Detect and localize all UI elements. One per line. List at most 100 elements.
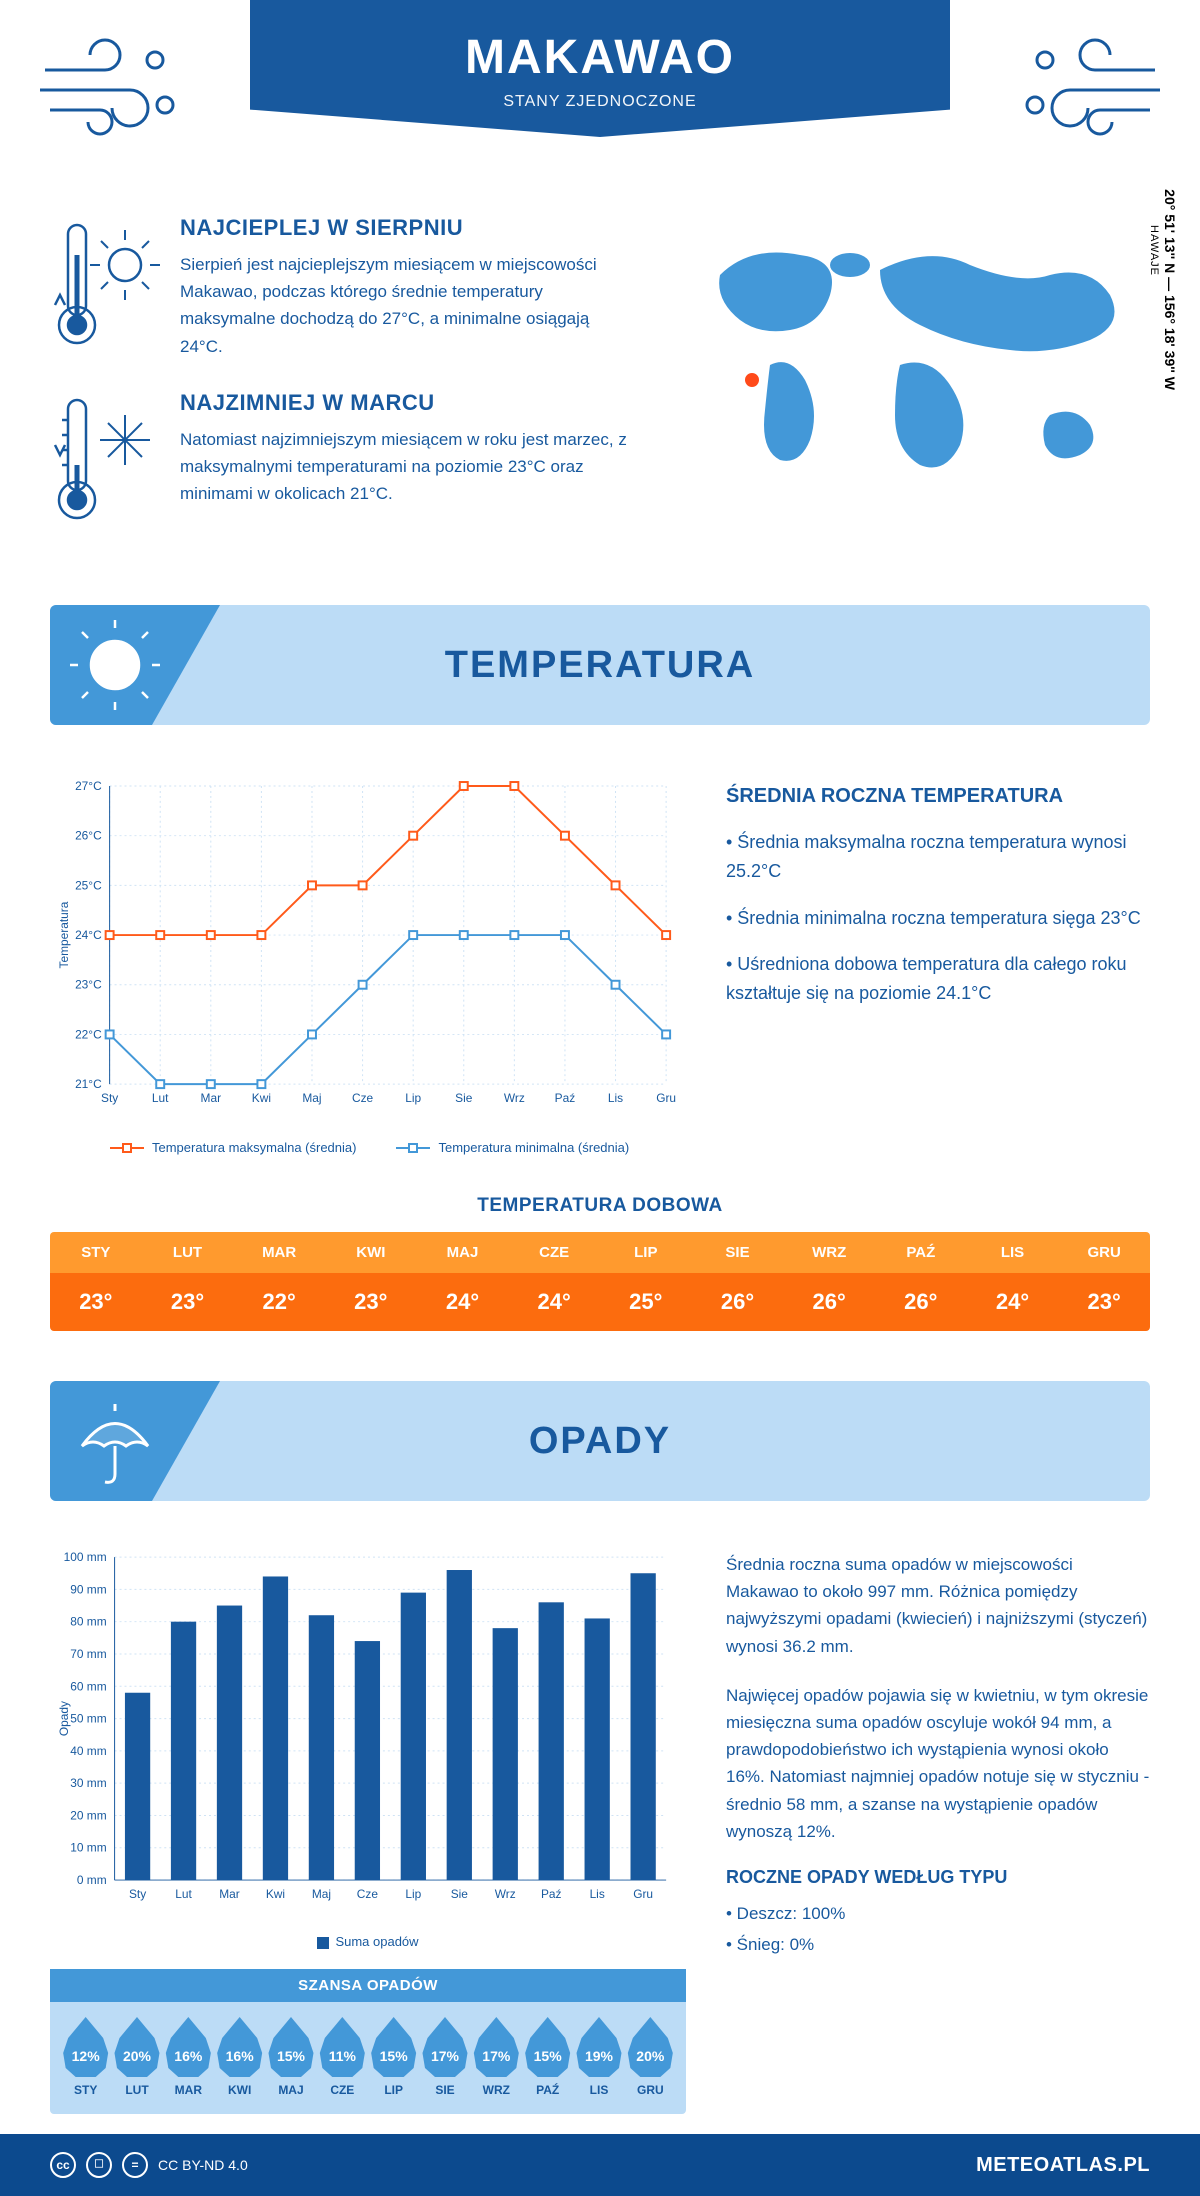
infographic-page: MAKAWAO STANY ZJEDNOCZONE xyxy=(0,0,1200,2196)
site-name: METEOATLAS.PL xyxy=(976,2154,1150,2177)
svg-text:60 mm: 60 mm xyxy=(70,1679,106,1693)
header: MAKAWAO STANY ZJEDNOCZONE xyxy=(0,0,1200,205)
daily-temp-value: 23° xyxy=(50,1273,142,1331)
svg-text:Sie: Sie xyxy=(455,1091,473,1105)
location-marker xyxy=(743,371,761,389)
daily-temp-value: 23° xyxy=(142,1273,234,1331)
svg-text:24°C: 24°C xyxy=(75,928,102,942)
hottest-text: Sierpień jest najcieplejszym miesiącem w… xyxy=(180,251,630,360)
svg-text:Sty: Sty xyxy=(129,1887,146,1901)
daily-month-header: LIP xyxy=(600,1232,692,1273)
location-subtitle: STANY ZJEDNOCZONE xyxy=(270,93,930,111)
precip-text-2: Najwięcej opadów pojawia się w kwietniu,… xyxy=(726,1682,1150,1845)
svg-text:Gru: Gru xyxy=(633,1887,653,1901)
temperature-section-header: TEMPERATURA xyxy=(50,605,1150,725)
daily-temp-value: 22° xyxy=(233,1273,325,1331)
precip-chance-panel: SZANSA OPADÓW 12%STY20%LUT16%MAR16%KWI15… xyxy=(50,1969,686,2114)
umbrella-icon xyxy=(70,1396,160,1491)
summary-bullet: • Średnia maksymalna roczna temperatura … xyxy=(726,828,1150,886)
chance-cell: 12%STY xyxy=(60,2017,111,2097)
svg-text:Cze: Cze xyxy=(352,1091,374,1105)
svg-text:50 mm: 50 mm xyxy=(70,1712,106,1726)
chance-cell: 20%GRU xyxy=(625,2017,676,2097)
wind-icon xyxy=(35,30,185,145)
chance-title: SZANSA OPADÓW xyxy=(50,1969,686,2002)
svg-text:10 mm: 10 mm xyxy=(70,1841,106,1855)
daily-month-header: CZE xyxy=(508,1232,600,1273)
svg-text:Sie: Sie xyxy=(451,1887,469,1901)
svg-text:Lut: Lut xyxy=(175,1887,192,1901)
svg-text:Opady: Opady xyxy=(57,1701,71,1736)
precip-legend: Suma opadów xyxy=(50,1934,686,1949)
daily-temp-value: 25° xyxy=(600,1273,692,1331)
svg-text:Wrz: Wrz xyxy=(504,1091,525,1105)
location-title: MAKAWAO xyxy=(270,30,930,85)
chance-cell: 16%MAR xyxy=(163,2017,214,2097)
svg-text:Lip: Lip xyxy=(405,1887,421,1901)
title-banner: MAKAWAO STANY ZJEDNOCZONE xyxy=(250,0,950,137)
svg-text:Gru: Gru xyxy=(656,1091,676,1105)
daily-temp-value: 24° xyxy=(508,1273,600,1331)
cc-icon: cc xyxy=(50,2152,76,2178)
svg-text:Lip: Lip xyxy=(405,1091,421,1105)
chance-cell: 15%LIP xyxy=(368,2017,419,2097)
nd-icon: = xyxy=(122,2152,148,2178)
svg-text:23°C: 23°C xyxy=(75,978,102,992)
summary-bullet: • Średnia minimalna roczna temperatura s… xyxy=(726,904,1150,933)
chance-cell: 16%KWI xyxy=(214,2017,265,2097)
svg-text:100 mm: 100 mm xyxy=(64,1550,107,1564)
temperature-line-chart: 21°C22°C23°C24°C25°C26°C27°CStyLutMarKwi… xyxy=(50,765,686,1155)
svg-text:Kwi: Kwi xyxy=(252,1091,271,1105)
daily-temp-value: 26° xyxy=(783,1273,875,1331)
summary-bullet: • Uśredniona dobowa temperatura dla całe… xyxy=(726,950,1150,1008)
daily-month-header: SIE xyxy=(692,1232,784,1273)
precip-type-bullet: • Śnieg: 0% xyxy=(726,1931,1150,1958)
chance-cell: 19%LIS xyxy=(573,2017,624,2097)
svg-text:26°C: 26°C xyxy=(75,829,102,843)
chance-cell: 15%MAJ xyxy=(265,2017,316,2097)
daily-temp-value: 23° xyxy=(325,1273,417,1331)
daily-temp-value: 26° xyxy=(692,1273,784,1331)
footer: cc 🗆 = CC BY-ND 4.0 METEOATLAS.PL xyxy=(0,2134,1200,2196)
daily-month-header: MAJ xyxy=(417,1232,509,1273)
svg-text:25°C: 25°C xyxy=(75,878,102,892)
thermometer-hot-icon xyxy=(50,215,160,360)
temperature-summary: ŚREDNIA ROCZNA TEMPERATURA • Średnia mak… xyxy=(726,765,1150,1155)
legend-item: Temperatura minimalna (średnia) xyxy=(396,1140,629,1155)
region-label: HAWAJE xyxy=(1148,225,1160,276)
thermometer-cold-icon xyxy=(50,390,160,535)
daily-temp-value: 24° xyxy=(967,1273,1059,1331)
coldest-block: NAJZIMNIEJ W MARCU Natomiast najzimniejs… xyxy=(50,390,630,535)
svg-text:Paź: Paź xyxy=(541,1887,562,1901)
daily-month-header: WRZ xyxy=(783,1232,875,1273)
daily-temp-value: 26° xyxy=(875,1273,967,1331)
chart-legend: Temperatura maksymalna (średnia)Temperat… xyxy=(50,1140,686,1155)
sun-icon xyxy=(70,620,160,715)
precip-section-header: OPADY xyxy=(50,1381,1150,1501)
chance-cell: 17%WRZ xyxy=(471,2017,522,2097)
svg-text:Maj: Maj xyxy=(302,1091,321,1105)
precip-summary: Średnia roczna suma opadów w miejscowośc… xyxy=(726,1541,1150,2114)
by-icon: 🗆 xyxy=(86,2152,112,2178)
svg-text:20 mm: 20 mm xyxy=(70,1808,106,1822)
coldest-text: Natomiast najzimniejszym miesiącem w rok… xyxy=(180,426,630,508)
license: cc 🗆 = CC BY-ND 4.0 xyxy=(50,2152,248,2178)
world-map: HAWAJE 20° 51' 13'' N — 156° 18' 39'' W xyxy=(670,215,1150,565)
svg-text:Mar: Mar xyxy=(219,1887,240,1901)
svg-text:27°C: 27°C xyxy=(75,779,102,793)
temperature-title: TEMPERATURA xyxy=(445,644,756,687)
svg-text:90 mm: 90 mm xyxy=(70,1582,106,1596)
daily-temp-table: STYLUTMARKWIMAJCZELIPSIEWRZPAŹLISGRU23°2… xyxy=(50,1232,1150,1331)
chance-cell: 20%LUT xyxy=(111,2017,162,2097)
daily-month-header: STY xyxy=(50,1232,142,1273)
chance-cell: 17%SIE xyxy=(419,2017,470,2097)
summary-title: ŚREDNIA ROCZNA TEMPERATURA xyxy=(726,785,1150,808)
daily-month-header: PAŹ xyxy=(875,1232,967,1273)
precip-text-1: Średnia roczna suma opadów w miejscowośc… xyxy=(726,1551,1150,1660)
license-text: CC BY-ND 4.0 xyxy=(158,2157,248,2173)
hottest-block: NAJCIEPLEJ W SIERPNIU Sierpień jest najc… xyxy=(50,215,630,360)
svg-text:22°C: 22°C xyxy=(75,1027,102,1041)
svg-text:Temperatura: Temperatura xyxy=(57,901,71,968)
svg-text:40 mm: 40 mm xyxy=(70,1744,106,1758)
daily-month-header: LUT xyxy=(142,1232,234,1273)
